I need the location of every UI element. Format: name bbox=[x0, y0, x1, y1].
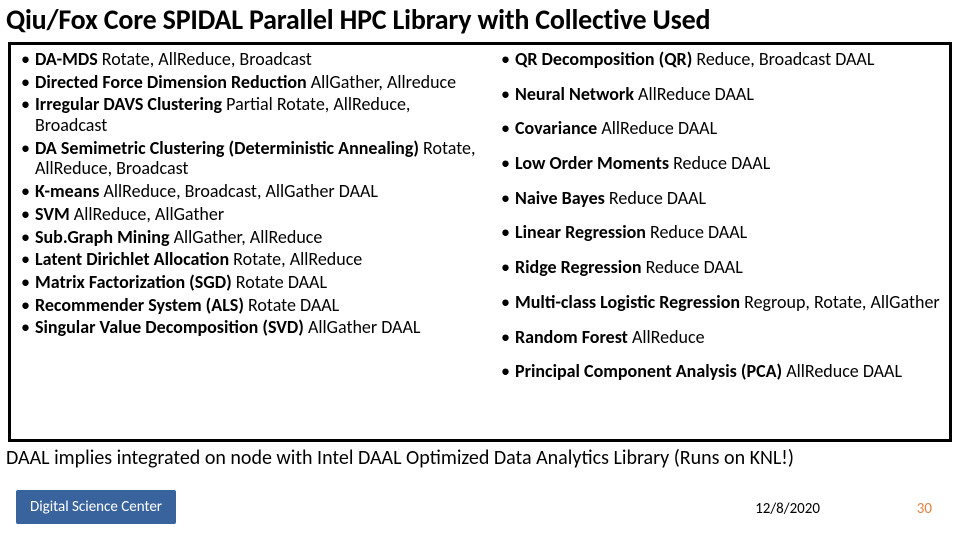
list-item-bold: SVM bbox=[35, 203, 70, 225]
list-item-rest: Rotate, AllReduce, Broadcast bbox=[98, 48, 312, 70]
list-item-rest: AllGather, Allreduce bbox=[307, 71, 456, 93]
list-item-rest: Rotate DAAL bbox=[244, 294, 339, 316]
slide: Qiu/Fox Core SPIDAL Parallel HPC Library… bbox=[0, 0, 960, 540]
list-item: Singular Value Decomposition (SVD) AllGa… bbox=[13, 317, 485, 338]
list-item-rest: Reduce DAAL bbox=[669, 152, 770, 174]
list-item-bold: Neural Network bbox=[515, 83, 634, 105]
footer-date: 12/8/2020 bbox=[755, 500, 820, 518]
list-item-bold: Recommender System (ALS) bbox=[35, 294, 244, 316]
list-item-bold: Irregular DAVS Clustering bbox=[35, 93, 222, 115]
list-item-bold: DA Semimetric Clustering (Deterministic … bbox=[35, 137, 419, 159]
list-item-bold: Random Forest bbox=[515, 326, 628, 348]
list-item-bold: Multi-class Logistic Regression bbox=[515, 291, 740, 313]
list-item: Linear Regression Reduce DAAL bbox=[493, 222, 943, 243]
list-item-bold: Matrix Factorization (SGD) bbox=[35, 271, 232, 293]
list-item: Latent Dirichlet Allocation Rotate, AllR… bbox=[13, 249, 485, 270]
list-item-bold: Sub.Graph Mining bbox=[35, 226, 170, 248]
list-item-bold: Directed Force Dimension Reduction bbox=[35, 71, 307, 93]
bullet-list-left: DA-MDS Rotate, AllReduce, BroadcastDirec… bbox=[13, 49, 485, 338]
list-item: Directed Force Dimension Reduction AllGa… bbox=[13, 72, 485, 93]
column-right: QR Decomposition (QR) Reduce, Broadcast … bbox=[491, 45, 949, 439]
content-box: DA-MDS Rotate, AllReduce, BroadcastDirec… bbox=[8, 42, 952, 442]
list-item-bold: Covariance bbox=[515, 117, 597, 139]
list-item-rest: Rotate, AllReduce bbox=[229, 248, 362, 270]
list-item-rest: AllGather DAAL bbox=[304, 316, 421, 338]
column-left: DA-MDS Rotate, AllReduce, BroadcastDirec… bbox=[11, 45, 491, 439]
daal-note: DAAL implies integrated on node with Int… bbox=[6, 446, 954, 470]
bullet-list-right: QR Decomposition (QR) Reduce, Broadcast … bbox=[493, 49, 943, 382]
list-item: Covariance AllReduce DAAL bbox=[493, 118, 943, 139]
list-item-bold: Low Order Moments bbox=[515, 152, 669, 174]
list-item-rest: AllReduce DAAL bbox=[782, 360, 902, 382]
list-item: QR Decomposition (QR) Reduce, Broadcast … bbox=[493, 49, 943, 70]
list-item: DA Semimetric Clustering (Deterministic … bbox=[13, 138, 485, 179]
list-item: Multi-class Logistic Regression Regroup,… bbox=[493, 292, 943, 313]
list-item-rest: AllReduce bbox=[628, 326, 705, 348]
list-item: K-means AllReduce, Broadcast, AllGather … bbox=[13, 181, 485, 202]
list-item-rest: Reduce DAAL bbox=[605, 187, 706, 209]
list-item-bold: QR Decomposition (QR) bbox=[515, 48, 692, 70]
list-item-bold: Latent Dirichlet Allocation bbox=[35, 248, 229, 270]
list-item-bold: Principal Component Analysis (PCA) bbox=[515, 360, 782, 382]
list-item: SVM AllReduce, AllGather bbox=[13, 204, 485, 225]
list-item: DA-MDS Rotate, AllReduce, Broadcast bbox=[13, 49, 485, 70]
list-item: Neural Network AllReduce DAAL bbox=[493, 84, 943, 105]
list-item-bold: Ridge Regression bbox=[515, 256, 642, 278]
list-item-bold: Linear Regression bbox=[515, 221, 646, 243]
list-item-rest: AllReduce DAAL bbox=[634, 83, 754, 105]
footer-page-number: 30 bbox=[917, 500, 932, 518]
list-item: Sub.Graph Mining AllGather, AllReduce bbox=[13, 227, 485, 248]
list-item: Naive Bayes Reduce DAAL bbox=[493, 188, 943, 209]
list-item-rest: AllGather, AllReduce bbox=[170, 226, 323, 248]
list-item: Matrix Factorization (SGD) Rotate DAAL bbox=[13, 272, 485, 293]
list-item-bold: K-means bbox=[35, 180, 99, 202]
list-item-rest: Reduce DAAL bbox=[642, 256, 743, 278]
list-item-bold: Naive Bayes bbox=[515, 187, 605, 209]
list-item: Ridge Regression Reduce DAAL bbox=[493, 257, 943, 278]
list-item-bold: Singular Value Decomposition (SVD) bbox=[35, 316, 304, 338]
list-item-rest: Reduce, Broadcast DAAL bbox=[692, 48, 874, 70]
list-item-rest: AllReduce, AllGather bbox=[70, 203, 224, 225]
list-item-rest: AllReduce DAAL bbox=[597, 117, 717, 139]
list-item: Low Order Moments Reduce DAAL bbox=[493, 153, 943, 174]
list-item: Random Forest AllReduce bbox=[493, 327, 943, 348]
list-item-rest: AllReduce, Broadcast, AllGather DAAL bbox=[99, 180, 378, 202]
page-title: Qiu/Fox Core SPIDAL Parallel HPC Library… bbox=[6, 2, 954, 37]
list-item: Irregular DAVS Clustering Partial Rotate… bbox=[13, 94, 485, 135]
list-item: Recommender System (ALS) Rotate DAAL bbox=[13, 295, 485, 316]
list-item: Principal Component Analysis (PCA) AllRe… bbox=[493, 361, 943, 382]
footer-badge: Digital Science Center bbox=[16, 490, 176, 524]
list-item-rest: Reduce DAAL bbox=[646, 221, 747, 243]
list-item-bold: DA-MDS bbox=[35, 48, 98, 70]
list-item-rest: Rotate DAAL bbox=[232, 271, 327, 293]
list-item-rest: Regroup, Rotate, AllGather bbox=[740, 291, 940, 313]
